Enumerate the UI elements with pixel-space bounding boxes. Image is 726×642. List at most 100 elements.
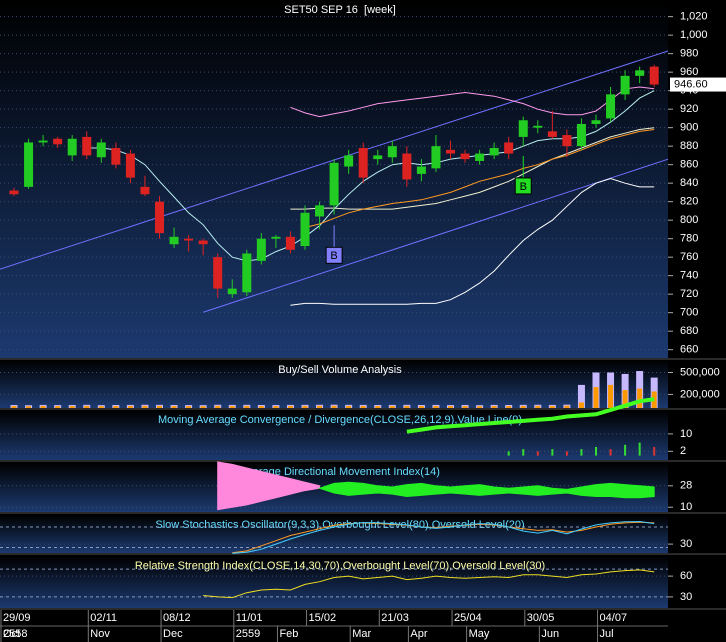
- price-label: 946.60: [674, 78, 708, 90]
- month-label: Dec: [163, 628, 183, 640]
- y-tick-label: 200,000: [680, 388, 720, 400]
- month-label: Mar: [352, 628, 371, 640]
- month-label: Apr: [410, 628, 427, 640]
- candle-body: [227, 288, 237, 295]
- y-tick-label: 30: [680, 591, 692, 603]
- volume-bar: [577, 384, 585, 408]
- signal-marker: [514, 177, 532, 195]
- volume-bar: [491, 405, 497, 408]
- volume-bar: [186, 406, 192, 408]
- histogram-bar: [551, 449, 554, 456]
- panel-background: [0, 556, 668, 608]
- y-tick-label: 820: [680, 196, 698, 208]
- candle-body: [24, 142, 34, 187]
- volume-bar: [389, 405, 395, 408]
- candle-body: [402, 153, 412, 180]
- candle-body: [649, 66, 659, 85]
- volume-bar: [404, 405, 410, 408]
- candle-body: [184, 238, 194, 241]
- y-tick-label: 980: [680, 48, 698, 60]
- y-tick-label: 960: [680, 66, 698, 78]
- y-tick-label: 860: [680, 159, 698, 171]
- panel-title: SET50 SEP 16 [week]: [284, 4, 396, 16]
- y-tick-label: 500,000: [680, 366, 720, 378]
- volume-bar: [462, 406, 468, 408]
- volume-bar: [98, 406, 104, 408]
- candle-body: [96, 142, 106, 158]
- x-tick-label: 04/07: [600, 612, 628, 624]
- volume-bar: [506, 406, 512, 408]
- volume-bar: [375, 406, 381, 408]
- y-tick-label: 880: [680, 140, 698, 152]
- candle-body: [242, 253, 252, 293]
- x-tick-label: 08/12: [163, 612, 191, 624]
- y-tick-label: 660: [680, 344, 698, 356]
- candle-body: [504, 142, 514, 154]
- histogram-bar: [580, 449, 583, 456]
- volume-bar: [593, 387, 599, 408]
- volume-bar: [433, 405, 439, 408]
- volume-bar: [244, 405, 250, 408]
- volume-bar: [26, 406, 32, 408]
- candle-body: [358, 148, 368, 178]
- y-tick-label: 720: [680, 288, 698, 300]
- y-tick-label: 10: [680, 428, 692, 440]
- histogram-bar: [624, 444, 627, 456]
- candle-body: [620, 75, 630, 95]
- volume-bar: [564, 405, 570, 408]
- year-label: 2558: [3, 628, 27, 640]
- candle-body: [576, 123, 586, 147]
- candle-body: [606, 94, 616, 119]
- candle-body: [431, 146, 441, 169]
- y-tick-label: 780: [680, 233, 698, 245]
- volume-bar: [200, 406, 206, 408]
- volume-bar: [258, 406, 264, 408]
- month-label: Jun: [541, 628, 559, 640]
- candle-body: [198, 240, 208, 245]
- y-tick-label: 60: [680, 570, 692, 582]
- indicator-band: [317, 481, 655, 499]
- indicator-line: [406, 397, 655, 434]
- candle-body: [285, 236, 295, 250]
- candle-body: [111, 148, 121, 165]
- panel-title: Relative Strength Index(CLOSE,14,30,70),…: [135, 560, 545, 572]
- candle-body: [344, 155, 354, 167]
- x-tick-label: 29/09: [3, 612, 31, 624]
- indicator-line: [86, 90, 655, 262]
- signal-marker: [325, 246, 343, 264]
- x-tick-label: 21/03: [381, 612, 409, 624]
- x-tick-label: 15/02: [309, 612, 337, 624]
- volume-bar: [11, 406, 17, 408]
- candle-body: [373, 155, 383, 160]
- month-label: May: [469, 628, 490, 640]
- x-tick-label: 30/05: [527, 612, 555, 624]
- candle-body: [533, 125, 543, 128]
- year-label: 2559: [236, 628, 260, 640]
- candle-body: [155, 201, 164, 234]
- x-tick-label: 11/01: [236, 612, 263, 624]
- volume-bar: [171, 406, 177, 408]
- y-tick-label: 1,000: [680, 29, 708, 41]
- month-label: Nov: [90, 628, 110, 640]
- trendline: [202, 158, 669, 313]
- volume-bar: [215, 405, 221, 408]
- volume-bar: [55, 406, 61, 408]
- volume-bar: [302, 405, 308, 408]
- volume-bar: [40, 405, 46, 408]
- indicator-line: [203, 569, 655, 599]
- volume-bar: [317, 405, 323, 408]
- volume-bar: [622, 390, 628, 408]
- month-label: Jul: [600, 628, 614, 640]
- volume-bar: [549, 405, 555, 408]
- indicator-line: [304, 129, 655, 229]
- histogram-bar: [653, 446, 656, 456]
- volume-bar: [535, 405, 541, 408]
- y-tick-label: 2: [680, 445, 686, 457]
- volume-bar: [127, 405, 133, 408]
- candle-body: [591, 120, 601, 124]
- indicator-line: [290, 177, 655, 306]
- candle-body: [125, 153, 135, 178]
- month-label: Oct: [3, 628, 20, 640]
- volume-bar: [157, 405, 162, 408]
